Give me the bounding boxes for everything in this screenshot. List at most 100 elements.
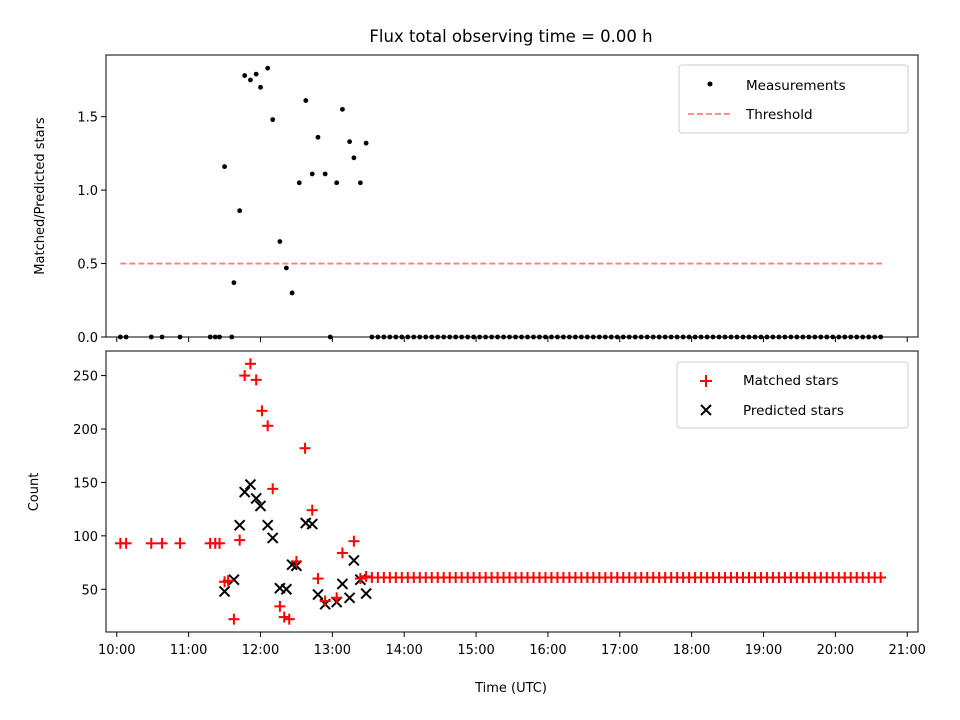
- matched-point: [274, 600, 286, 612]
- matched-point: [250, 374, 262, 386]
- top-x-ticks: [116, 337, 908, 342]
- matched-point: [244, 358, 256, 370]
- predicted-point: [228, 573, 240, 586]
- x-tick-label: 21:00: [888, 643, 925, 658]
- x-tick-label: 16:00: [529, 643, 566, 658]
- matched-point: [262, 420, 274, 432]
- measurement-point: [222, 164, 227, 170]
- legend-predicted-marker: [700, 404, 712, 416]
- measurement-point: [340, 106, 345, 112]
- y-tick-label: 150: [73, 476, 98, 491]
- x-tick-label: 14:00: [385, 643, 422, 658]
- matched-point: [354, 573, 366, 585]
- predicted-point: [280, 583, 293, 595]
- matched-point: [290, 555, 302, 567]
- measurement-point: [270, 117, 276, 123]
- matched-point: [875, 572, 887, 584]
- measurement-point: [258, 84, 263, 90]
- measurement-point: [283, 265, 289, 271]
- legend-matched-label: Matched stars: [743, 373, 839, 389]
- predicted-point: [306, 518, 318, 530]
- measurement-point: [315, 134, 321, 140]
- bottom-legend-box: [676, 361, 909, 429]
- measurement-point: [303, 98, 309, 103]
- predicted-point: [267, 532, 279, 544]
- matched-point: [234, 534, 246, 546]
- measurement-point: [289, 290, 295, 296]
- legend-predicted-label: Predicted stars: [743, 403, 844, 419]
- predicted-point: [312, 588, 324, 601]
- matched-point: [174, 537, 186, 549]
- x-axis-label: Time (UTC): [474, 681, 547, 696]
- y-tick-label: 1.5: [77, 111, 98, 126]
- matched-point: [278, 611, 290, 623]
- measurement-point: [363, 140, 369, 146]
- measurement-point: [277, 239, 283, 244]
- predicted-point: [218, 585, 231, 598]
- measurement-point: [322, 171, 328, 177]
- legend-measurements-label: Measurements: [746, 78, 846, 94]
- legend-matched-marker: [700, 375, 712, 387]
- matched-point: [348, 535, 360, 547]
- x-tick-label: 20:00: [817, 643, 854, 658]
- predicted-point: [233, 519, 246, 531]
- legend-measurements-marker: [707, 81, 713, 87]
- measurement-point: [237, 208, 243, 214]
- predicted-point: [250, 492, 262, 505]
- matched-point: [120, 537, 132, 549]
- measurement-point: [231, 280, 237, 286]
- bottom-y-ticks: 50 100 150 200 250: [73, 370, 106, 598]
- predicted-point: [343, 592, 356, 604]
- x-tick-label: 13:00: [314, 643, 351, 658]
- y-tick-label: 0.5: [77, 258, 98, 273]
- matched-point: [306, 504, 318, 516]
- measurement-point: [351, 155, 357, 161]
- legend-threshold-label: Threshold: [745, 107, 813, 123]
- predicted-point: [360, 587, 372, 600]
- matched-point: [156, 537, 168, 549]
- matched-point: [228, 613, 240, 625]
- bottom-legend: Matched stars Predicted stars: [676, 361, 909, 429]
- x-tick-label: 15:00: [457, 643, 494, 658]
- matched-point: [145, 537, 157, 549]
- measurement-point: [242, 73, 248, 78]
- matched-point: [222, 575, 234, 587]
- matched-point: [336, 547, 348, 559]
- measurement-point: [357, 180, 363, 186]
- matched-point: [256, 405, 268, 417]
- matched-point: [331, 592, 343, 604]
- y-tick-label: 200: [73, 423, 98, 438]
- matched-point: [267, 483, 279, 495]
- y-tick-label: 1.0: [77, 184, 98, 199]
- y-tick-label: 100: [73, 530, 98, 545]
- measurement-point: [347, 139, 352, 145]
- measurement-point: [253, 71, 259, 77]
- predicted-point: [336, 578, 349, 590]
- top-panel-frame: [105, 54, 919, 338]
- measurement-point: [334, 180, 340, 186]
- bottom-panel-frame: [105, 350, 919, 633]
- predicted-point: [254, 500, 267, 512]
- measurement-point: [309, 171, 315, 177]
- x-tick-label: 12:00: [242, 643, 279, 658]
- bottom-plot-area: [114, 358, 887, 625]
- matched-point: [319, 595, 331, 607]
- x-tick-label: 19:00: [745, 643, 782, 658]
- matched-point: [360, 570, 372, 582]
- y-tick-label: 250: [73, 370, 98, 385]
- matched-point: [312, 573, 324, 585]
- top-y-ticks: 0.0 0.5 1.0 1.5: [77, 111, 106, 346]
- top-legend: Measurements Threshold: [678, 64, 909, 134]
- y-tick-label: 50: [81, 583, 98, 598]
- bottom-y-axis-label: Count: [27, 473, 42, 512]
- measurement-point: [265, 65, 271, 71]
- x-tick-label: 17:00: [601, 643, 638, 658]
- predicted-point: [244, 478, 257, 491]
- predicted-point: [238, 486, 251, 498]
- x-tick-label: 11:00: [170, 643, 207, 658]
- matched-point: [283, 613, 295, 625]
- top-panel: 0.0 0.5 1.0 1.5 Matched/Predicted stars Mea…: [33, 54, 919, 346]
- chart-title: Flux total observing time = 0.00 h: [369, 27, 652, 46]
- measurement-point: [296, 180, 302, 186]
- matched-point: [239, 370, 251, 382]
